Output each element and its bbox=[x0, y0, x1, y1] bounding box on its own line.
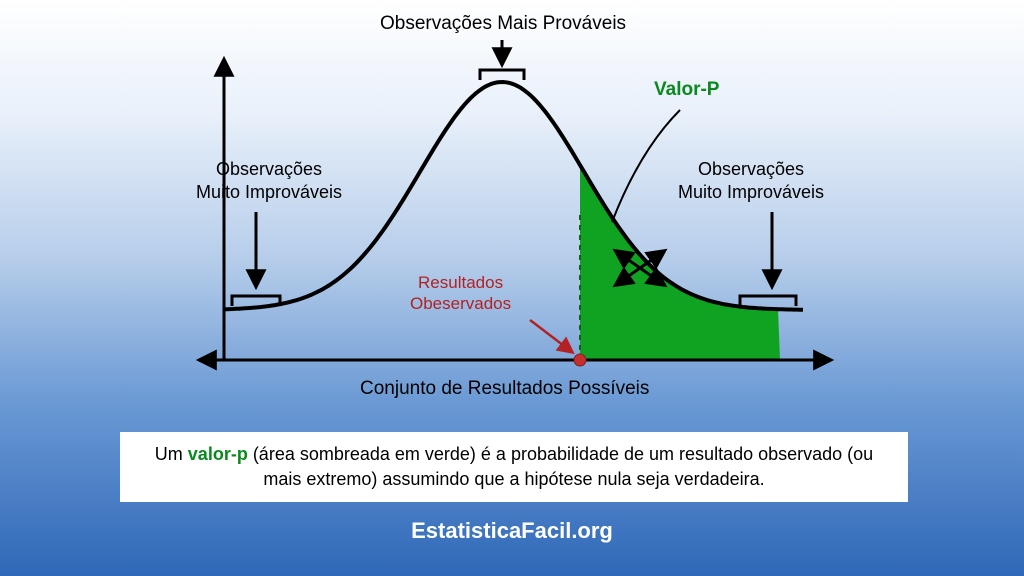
diagram-canvas: Observações Mais Prováveis Observações M… bbox=[0, 0, 1024, 576]
label-most-probable: Observações Mais Prováveis bbox=[380, 12, 626, 36]
label-left-improbable: Observações Muito Improváveis bbox=[196, 158, 342, 203]
label-pvalue: Valor-P bbox=[654, 78, 719, 102]
caption-box: Um valor-p (área sombreada em verde) é a… bbox=[120, 432, 908, 502]
label-right-improbable: Observações Muito Improváveis bbox=[678, 158, 824, 203]
site-footer: EstatisticaFacil.org bbox=[0, 518, 1024, 544]
label-observed-results: Resultados Obeservados bbox=[410, 272, 511, 315]
label-right-line1: Observações bbox=[698, 159, 804, 179]
bracket-right bbox=[740, 296, 796, 306]
label-right-line2: Muito Improváveis bbox=[678, 182, 824, 202]
label-left-line2: Muito Improváveis bbox=[196, 182, 342, 202]
label-left-line1: Observações bbox=[216, 159, 322, 179]
observed-label-arrow bbox=[530, 320, 572, 352]
label-x-axis: Conjunto de Resultados Possíveis bbox=[360, 378, 649, 400]
caption-suffix: (área sombreada em verde) é a probabilid… bbox=[248, 444, 873, 489]
label-observed-line1: Resultados bbox=[418, 273, 503, 292]
observed-point bbox=[574, 354, 586, 366]
pvalue-pointer bbox=[612, 110, 680, 222]
caption-highlight: valor-p bbox=[188, 444, 248, 464]
label-observed-line2: Obeservados bbox=[410, 294, 511, 313]
bracket-top bbox=[480, 70, 524, 80]
caption-prefix: Um bbox=[155, 444, 188, 464]
